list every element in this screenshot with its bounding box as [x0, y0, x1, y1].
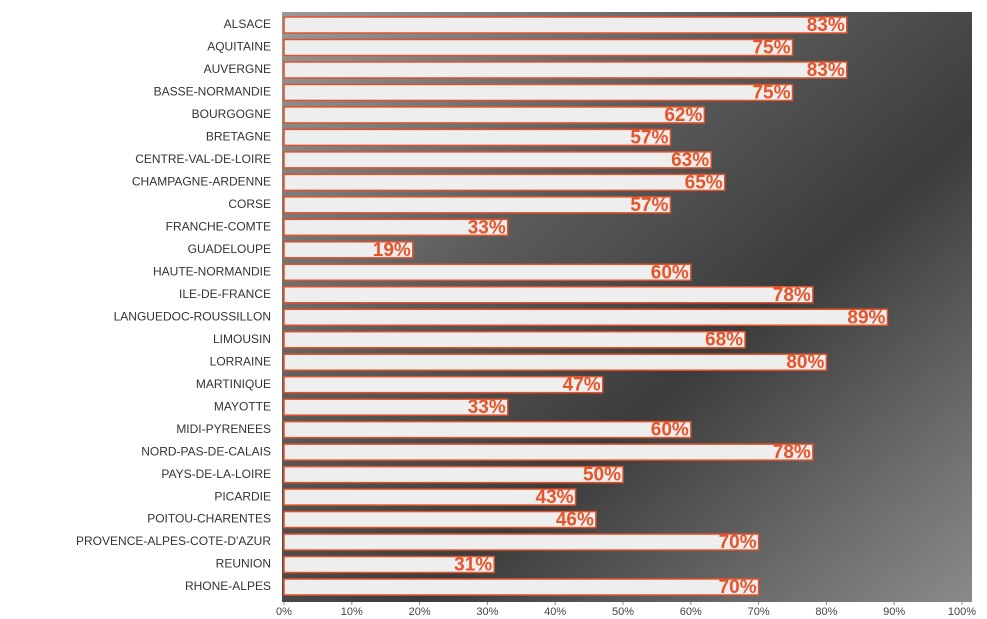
- value-label: 19%: [373, 240, 411, 261]
- x-tick-label: 0%: [276, 606, 292, 618]
- y-tick-label: MAYOTTE: [214, 399, 271, 413]
- y-tick-label: GUADELOUPE: [188, 242, 271, 256]
- value-label: 57%: [630, 127, 668, 148]
- value-label: 62%: [664, 105, 702, 126]
- bar: [283, 465, 624, 484]
- bar: [283, 420, 692, 439]
- y-tick-label: CORSE: [228, 197, 271, 211]
- bar: [283, 61, 848, 79]
- y-tick-label: POITOU-CHARENTES: [147, 512, 271, 526]
- bar: [283, 128, 672, 147]
- bar: [283, 241, 414, 259]
- value-label: 43%: [536, 487, 574, 508]
- y-tick-label: PICARDIE: [214, 489, 271, 503]
- value-label: 31%: [454, 555, 492, 576]
- y-tick-label: LIMOUSIN: [213, 332, 271, 346]
- value-label: 50%: [583, 465, 621, 486]
- bar: [283, 38, 794, 57]
- value-label: 75%: [752, 37, 790, 58]
- bar: [283, 16, 848, 34]
- value-label: 75%: [752, 82, 790, 103]
- value-label: 63%: [671, 150, 709, 171]
- value-label: 70%: [719, 577, 757, 598]
- x-tick-label: 20%: [409, 606, 431, 618]
- y-tick-label: RHONE-ALPES: [185, 579, 271, 593]
- y-tick-label: REUNION: [216, 557, 271, 571]
- x-tick-label: 40%: [544, 606, 566, 618]
- bar: [283, 510, 597, 529]
- bar: [283, 106, 706, 124]
- y-tick-label: MIDI-PYRENEES: [176, 422, 271, 436]
- x-tick-label: 10%: [341, 606, 363, 618]
- bar: [283, 173, 726, 192]
- value-label: 33%: [468, 397, 506, 418]
- bar: [283, 443, 814, 461]
- y-tick-label: LANGUEDOC-ROUSSILLON: [114, 309, 271, 323]
- y-tick-label: AUVERGNE: [204, 62, 271, 76]
- value-label: 65%: [685, 172, 723, 193]
- bar: [283, 196, 672, 214]
- value-label: 46%: [556, 510, 594, 531]
- y-tick-label: ILE-DE-FRANCE: [179, 287, 271, 301]
- y-tick-label: BRETAGNE: [206, 130, 271, 144]
- x-tick-label: 100%: [948, 606, 976, 618]
- value-label: 78%: [773, 285, 811, 306]
- bar: [283, 533, 760, 551]
- value-label: 70%: [719, 532, 757, 553]
- bar: [283, 308, 889, 326]
- y-tick-label: BOURGOGNE: [192, 107, 271, 121]
- value-label: 33%: [468, 217, 506, 238]
- x-tick-label: 70%: [748, 606, 770, 618]
- y-tick-label: HAUTE-NORMANDIE: [153, 264, 271, 278]
- y-tick-label: BASSE-NORMANDIE: [154, 85, 271, 99]
- value-label: 83%: [807, 15, 845, 36]
- value-label: 89%: [847, 307, 885, 328]
- x-tick-label: 60%: [680, 606, 702, 618]
- value-label: 83%: [807, 60, 845, 81]
- y-tick-label: PAYS-DE-LA-LOIRE: [161, 467, 271, 481]
- bar: [283, 151, 712, 169]
- bar: [283, 218, 509, 237]
- bar: [283, 555, 495, 574]
- y-tick-label: CHAMPAGNE-ARDENNE: [132, 175, 271, 189]
- bar: [283, 330, 746, 349]
- y-tick-label: FRANCHE-COMTE: [166, 219, 271, 233]
- bar: [283, 398, 509, 416]
- bar: [283, 353, 828, 371]
- y-tick-label: CENTRE-VAL-DE-LOIRE: [135, 152, 271, 166]
- bar: [283, 286, 814, 304]
- y-tick-label: PROVENCE-ALPES-COTE-D'AZUR: [76, 534, 271, 548]
- bar: [283, 578, 760, 596]
- value-label: 68%: [705, 330, 743, 351]
- x-tick-label: 80%: [815, 606, 837, 618]
- bar: [283, 263, 692, 282]
- y-tick-label: MARTINIQUE: [196, 377, 271, 391]
- value-label: 60%: [651, 262, 689, 283]
- x-tick-label: 50%: [612, 606, 634, 618]
- bar: [283, 375, 604, 394]
- x-tick-label: 90%: [883, 606, 905, 618]
- value-label: 60%: [651, 420, 689, 441]
- value-label: 78%: [773, 442, 811, 463]
- y-tick-label: NORD-PAS-DE-CALAIS: [141, 444, 271, 458]
- value-label: 80%: [786, 352, 824, 373]
- bar: [283, 488, 577, 506]
- x-tick-label: 30%: [476, 606, 498, 618]
- y-tick-label: ALSACE: [224, 17, 271, 31]
- y-tick-label: AQUITAINE: [207, 40, 271, 54]
- bar: [283, 83, 794, 102]
- value-label: 47%: [563, 375, 601, 396]
- value-label: 57%: [630, 195, 668, 216]
- y-tick-label: LORRAINE: [210, 354, 271, 368]
